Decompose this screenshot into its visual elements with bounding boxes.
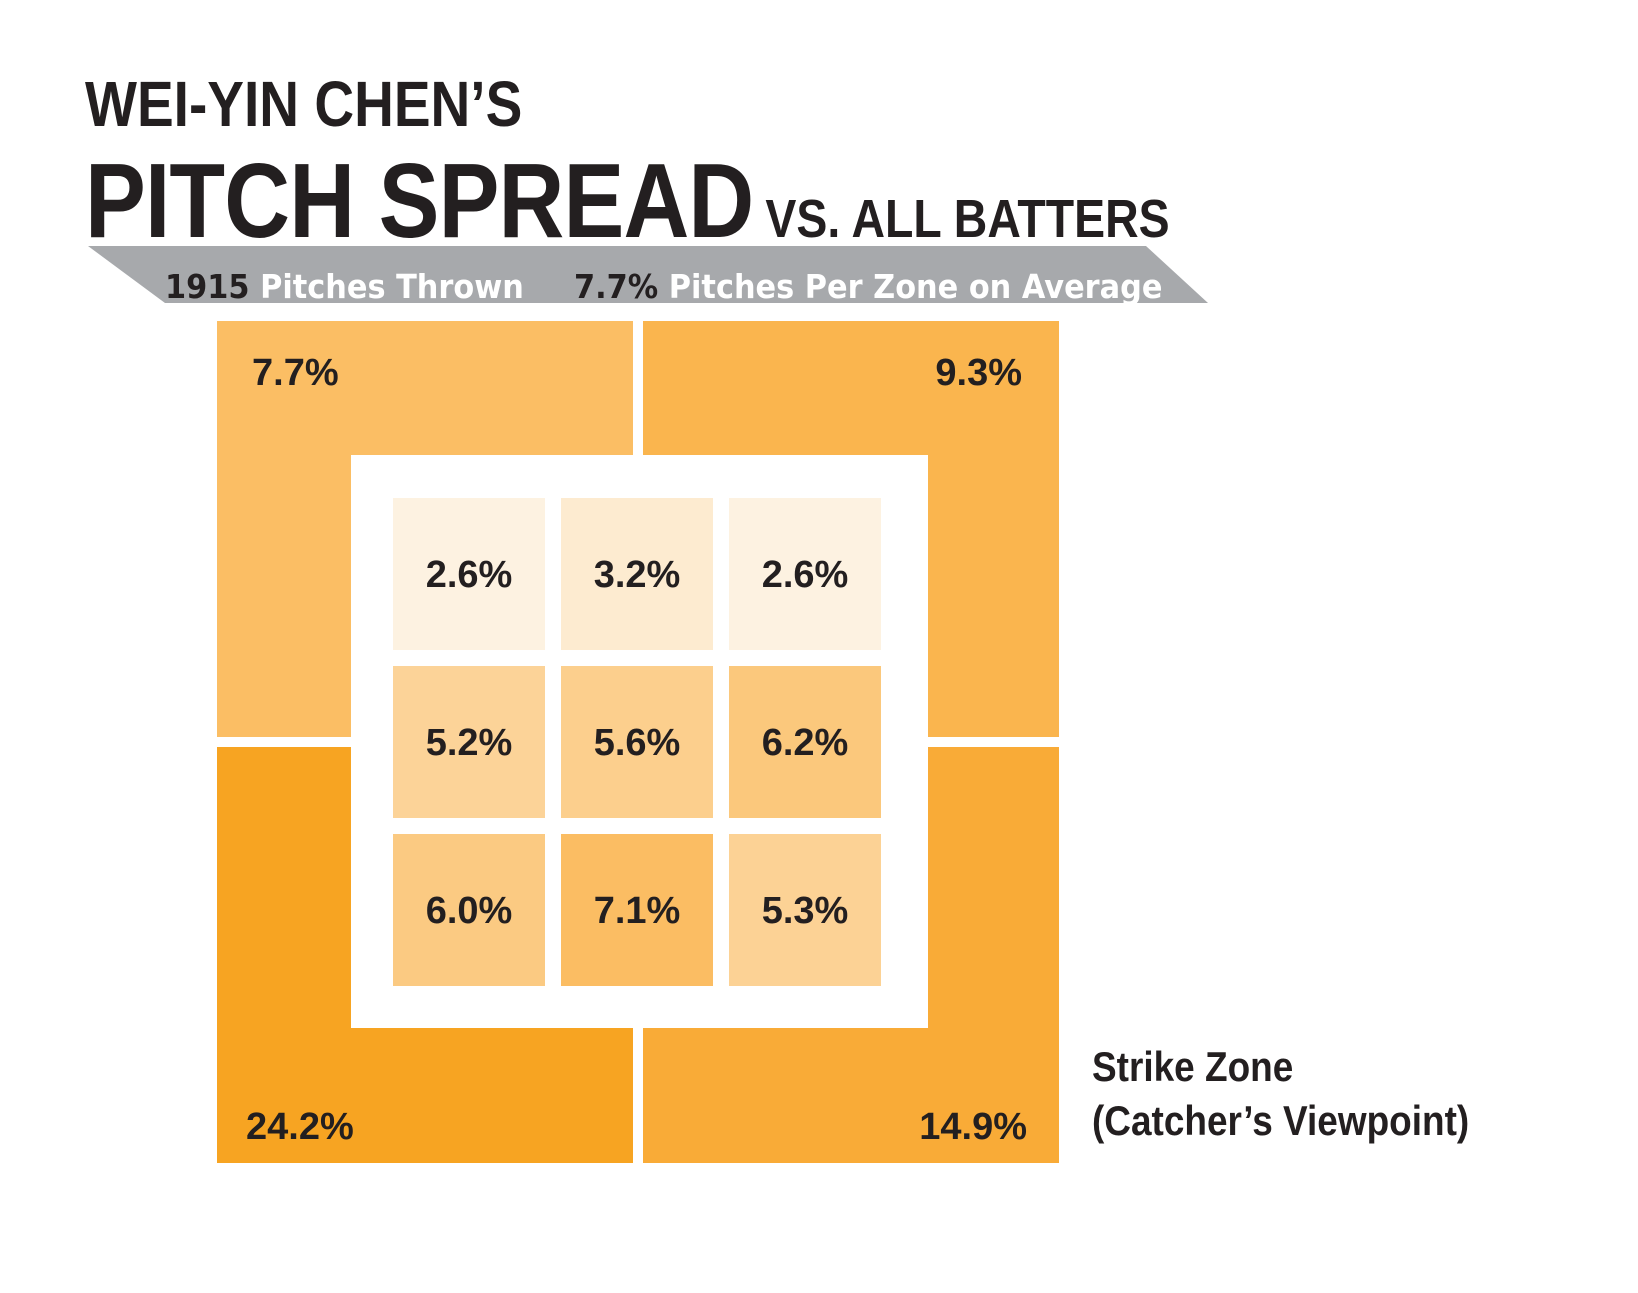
inner-zone-middle-right (729, 666, 881, 818)
caption-line1: Strike Zone (1092, 1043, 1294, 1090)
inner-zone-middle-center (561, 666, 713, 818)
inner-zone-top-right (729, 498, 881, 650)
chart-title-line2: PITCH SPREAD VS. ALL BATTERS (85, 148, 1170, 254)
stats-banner (88, 246, 1208, 303)
outer-zone-label-bottom-left: 24.2% (246, 1106, 354, 1148)
average-per-zone-stat: 7.7% Pitches Per Zone on Average (574, 270, 1162, 303)
average-per-zone-label: Pitches Per Zone on Average (658, 267, 1163, 306)
inner-zone-top-left (393, 498, 545, 650)
inner-zone-label-bottom-left: 6.0% (426, 890, 513, 932)
outer-zone-label-bottom-right: 14.9% (919, 1106, 1027, 1148)
inner-zone-bottom-left (393, 834, 545, 986)
outer-zones (217, 321, 1059, 1163)
pitches-thrown-label: Pitches Thrown (249, 267, 524, 306)
inner-zone-label-bottom-right: 5.3% (762, 890, 849, 932)
pitches-thrown-value: 1915 (165, 267, 250, 306)
chart-title-suffix: VS. ALL BATTERS (765, 189, 1170, 249)
inner-zone-top-center (561, 498, 713, 650)
stats-banner-shape (88, 246, 1208, 303)
inner-zone-label-top-right: 2.6% (762, 554, 849, 596)
outer-zone-bottom-right (643, 747, 1059, 1163)
caption-line2: (Catcher’s Viewpoint) (1092, 1097, 1470, 1144)
inner-zone-label-middle-right: 6.2% (762, 722, 849, 764)
outer-zone-label-top-left: 7.7% (252, 352, 339, 394)
inner-zone-middle-left (393, 666, 545, 818)
outer-zone-bottom-left (217, 747, 633, 1163)
inner-zones (393, 498, 881, 986)
inner-zone-label-top-center: 3.2% (594, 554, 681, 596)
inner-zone-label-top-left: 2.6% (426, 554, 513, 596)
inner-zone-label-middle-left: 5.2% (426, 722, 513, 764)
pitches-thrown-stat: 1915 Pitches Thrown (165, 270, 524, 303)
inner-zone-bottom-center (561, 834, 713, 986)
outer-zone-top-left (217, 321, 633, 737)
zone-labels: 7.7% 9.3% 24.2% 14.9% 2.6% 3.2% 2.6% 5.2% 5.6% 6.… (246, 352, 1027, 1148)
chart-title-line1: WEI-YIN CHEN’S (85, 68, 523, 140)
chart-caption: Strike Zone (Catcher’s Viewpoint) (1092, 1040, 1469, 1148)
outer-zone-label-top-right: 9.3% (935, 352, 1022, 394)
inner-zone-bottom-right (729, 834, 881, 986)
outer-zone-top-right (643, 321, 1059, 737)
average-per-zone-value: 7.7% (574, 267, 659, 306)
chart-title-main: PITCH SPREAD (85, 142, 754, 260)
inner-zone-label-bottom-center: 7.1% (594, 890, 681, 932)
inner-zone-label-middle-center: 5.6% (594, 722, 681, 764)
